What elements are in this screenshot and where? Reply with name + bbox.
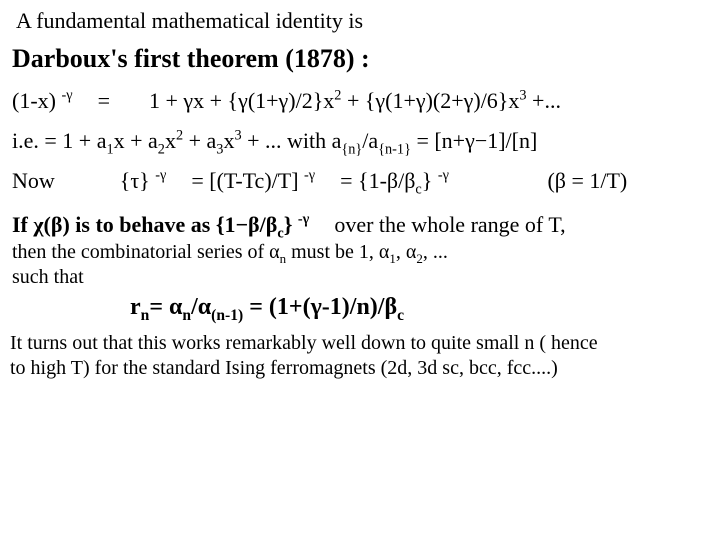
exp-lhs-sup: -γ	[61, 88, 72, 104]
conclusion: It turns out that this works remarkably …	[10, 331, 710, 381]
ie-4: + a	[183, 128, 216, 153]
if-p2: }	[284, 212, 293, 237]
rn-2: = α	[149, 294, 182, 320]
now-label: Now	[12, 168, 55, 193]
rn-3: /α	[191, 294, 211, 320]
intro-text: A fundamental mathematical identity is	[16, 8, 710, 34]
now-eq2: = {1-β/β	[340, 168, 415, 193]
now-sup2: -γ	[304, 168, 315, 184]
then-block: then the combinatorial series of αn must…	[12, 240, 710, 290]
ie-s1: 1	[106, 141, 113, 157]
if-line: If χ(β) is to behave as {1−β/βc} -γ over…	[12, 212, 710, 238]
ie-line: i.e. = 1 + a1x + a2x2 + a3x3 + ... with …	[12, 128, 710, 154]
now-eq1: = [(T-Tc)/T]	[191, 168, 298, 193]
then-1b: must be 1, α	[286, 241, 389, 263]
rn-s4: c	[397, 307, 404, 324]
exp-rhs-2: + {γ(1+γ)(2+γ)/6}x	[341, 88, 519, 113]
exp-sup3: 3	[519, 88, 526, 104]
ie-s2: 2	[158, 141, 165, 157]
rn-s2: n	[182, 307, 191, 324]
ie-snm: {n-1}	[378, 141, 411, 157]
ie-6: + ... with a	[242, 128, 342, 153]
ie-sn: {n}	[341, 141, 362, 157]
ie-2: x + a	[114, 128, 158, 153]
conc-l2: to high T) for the standard Ising ferrom…	[10, 357, 558, 379]
slide-body: A fundamental mathematical identity is D…	[0, 0, 720, 381]
now-tau: {τ}	[120, 168, 150, 193]
exp-rhs-1: 1 + γx + {γ(1+γ)/2}x	[149, 88, 334, 113]
if-p3: over the whole range of T,	[334, 212, 565, 237]
exp-eq: =	[98, 88, 110, 113]
now-close: }	[422, 168, 433, 193]
now-line: Now {τ} -γ = [(T-Tc)/T] -γ = {1-β/βc} -γ…	[12, 168, 710, 194]
now-sup3: -γ	[438, 168, 449, 184]
then-2: such that	[12, 266, 84, 288]
rn-s3: (n-1)	[211, 307, 243, 324]
then-1d: , ...	[423, 241, 448, 263]
theorem-title: Darboux's first theorem (1878) :	[12, 44, 710, 74]
now-paren: (β = 1/T)	[547, 168, 627, 193]
ie-3: x	[165, 128, 176, 153]
ie-e3: 3	[234, 128, 241, 144]
rn-4: = (1+(γ-1)/n)/β	[243, 294, 397, 320]
exp-lhs: (1-x)	[12, 88, 56, 113]
ie-5: x	[223, 128, 234, 153]
exp-rhs-3: +...	[527, 88, 561, 113]
then-1c: , α	[396, 241, 416, 263]
ie-7: /a	[362, 128, 378, 153]
now-sup1: -γ	[155, 168, 166, 184]
if-sup: -γ	[298, 212, 309, 228]
conc-l1: It turns out that this works remarkably …	[10, 332, 598, 354]
ie-1: i.e. = 1 + a	[12, 128, 106, 153]
ie-8: = [n+γ−1]/[n]	[411, 128, 537, 153]
rn-1: r	[130, 294, 141, 320]
rn-line: rn= αn/α(n-1) = (1+(γ-1)/n)/βc	[130, 294, 710, 321]
if-p1: If χ(β) is to behave as {1−β/β	[12, 212, 277, 237]
expansion-line: (1-x) -γ = 1 + γx + {γ(1+γ)/2}x2 + {γ(1+…	[12, 88, 710, 114]
then-1a: then the combinatorial series of α	[12, 241, 280, 263]
